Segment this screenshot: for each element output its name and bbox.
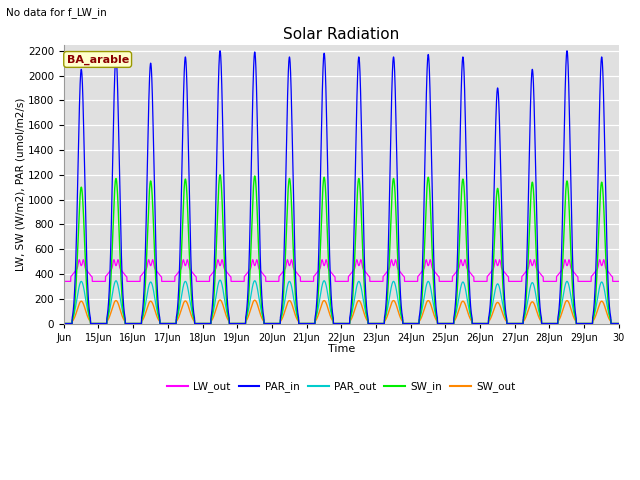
PAR_in bbox=[60, 321, 68, 326]
PAR_in bbox=[544, 321, 552, 326]
PAR_out bbox=[79, 283, 87, 288]
SW_in bbox=[230, 321, 238, 326]
SW_out bbox=[60, 321, 68, 326]
LW_out bbox=[544, 278, 552, 284]
SW_in bbox=[615, 321, 623, 326]
PAR_in bbox=[230, 321, 238, 326]
Text: BA_arable: BA_arable bbox=[67, 54, 129, 65]
SW_out bbox=[544, 321, 552, 326]
LW_out bbox=[60, 278, 68, 284]
Title: Solar Radiation: Solar Radiation bbox=[283, 27, 399, 42]
LW_out bbox=[615, 278, 623, 284]
PAR_out bbox=[544, 321, 552, 326]
X-axis label: Time: Time bbox=[328, 344, 355, 354]
LW_out bbox=[79, 257, 87, 263]
SW_in bbox=[204, 321, 211, 326]
PAR_out bbox=[230, 321, 238, 326]
LW_out bbox=[477, 278, 484, 284]
PAR_in bbox=[477, 321, 484, 326]
PAR_in bbox=[79, 106, 87, 112]
SW_out bbox=[230, 321, 238, 326]
PAR_in bbox=[309, 321, 317, 326]
Legend: LW_out, PAR_in, PAR_out, SW_in, SW_out: LW_out, PAR_in, PAR_out, SW_in, SW_out bbox=[163, 377, 520, 396]
SW_in bbox=[544, 321, 552, 326]
SW_in bbox=[79, 205, 87, 211]
LW_out bbox=[309, 278, 317, 284]
SW_in bbox=[309, 321, 317, 326]
PAR_out bbox=[477, 321, 484, 326]
SW_in bbox=[477, 321, 484, 326]
PAR_out bbox=[216, 277, 224, 283]
PAR_out bbox=[60, 321, 68, 326]
SW_out bbox=[309, 321, 317, 326]
Line: PAR_in: PAR_in bbox=[64, 51, 619, 324]
LW_out bbox=[79, 257, 87, 263]
SW_out bbox=[477, 321, 484, 326]
Text: No data for f_LW_in: No data for f_LW_in bbox=[6, 7, 107, 18]
Line: SW_out: SW_out bbox=[64, 300, 619, 324]
Line: SW_in: SW_in bbox=[64, 175, 619, 324]
PAR_out bbox=[204, 321, 211, 326]
SW_out bbox=[204, 321, 211, 326]
PAR_in bbox=[615, 321, 623, 326]
PAR_in bbox=[204, 321, 211, 326]
Y-axis label: LW, SW (W/m2), PAR (umol/m2/s): LW, SW (W/m2), PAR (umol/m2/s) bbox=[15, 97, 25, 271]
LW_out bbox=[204, 278, 211, 284]
LW_out bbox=[230, 278, 238, 284]
SW_out bbox=[79, 300, 87, 306]
SW_in bbox=[60, 321, 68, 326]
SW_in bbox=[216, 172, 224, 178]
PAR_in bbox=[216, 48, 224, 54]
Line: PAR_out: PAR_out bbox=[64, 280, 619, 324]
Line: LW_out: LW_out bbox=[64, 260, 619, 281]
PAR_out bbox=[615, 321, 623, 326]
SW_out bbox=[615, 321, 623, 326]
PAR_out bbox=[309, 321, 317, 326]
SW_out bbox=[216, 297, 224, 303]
